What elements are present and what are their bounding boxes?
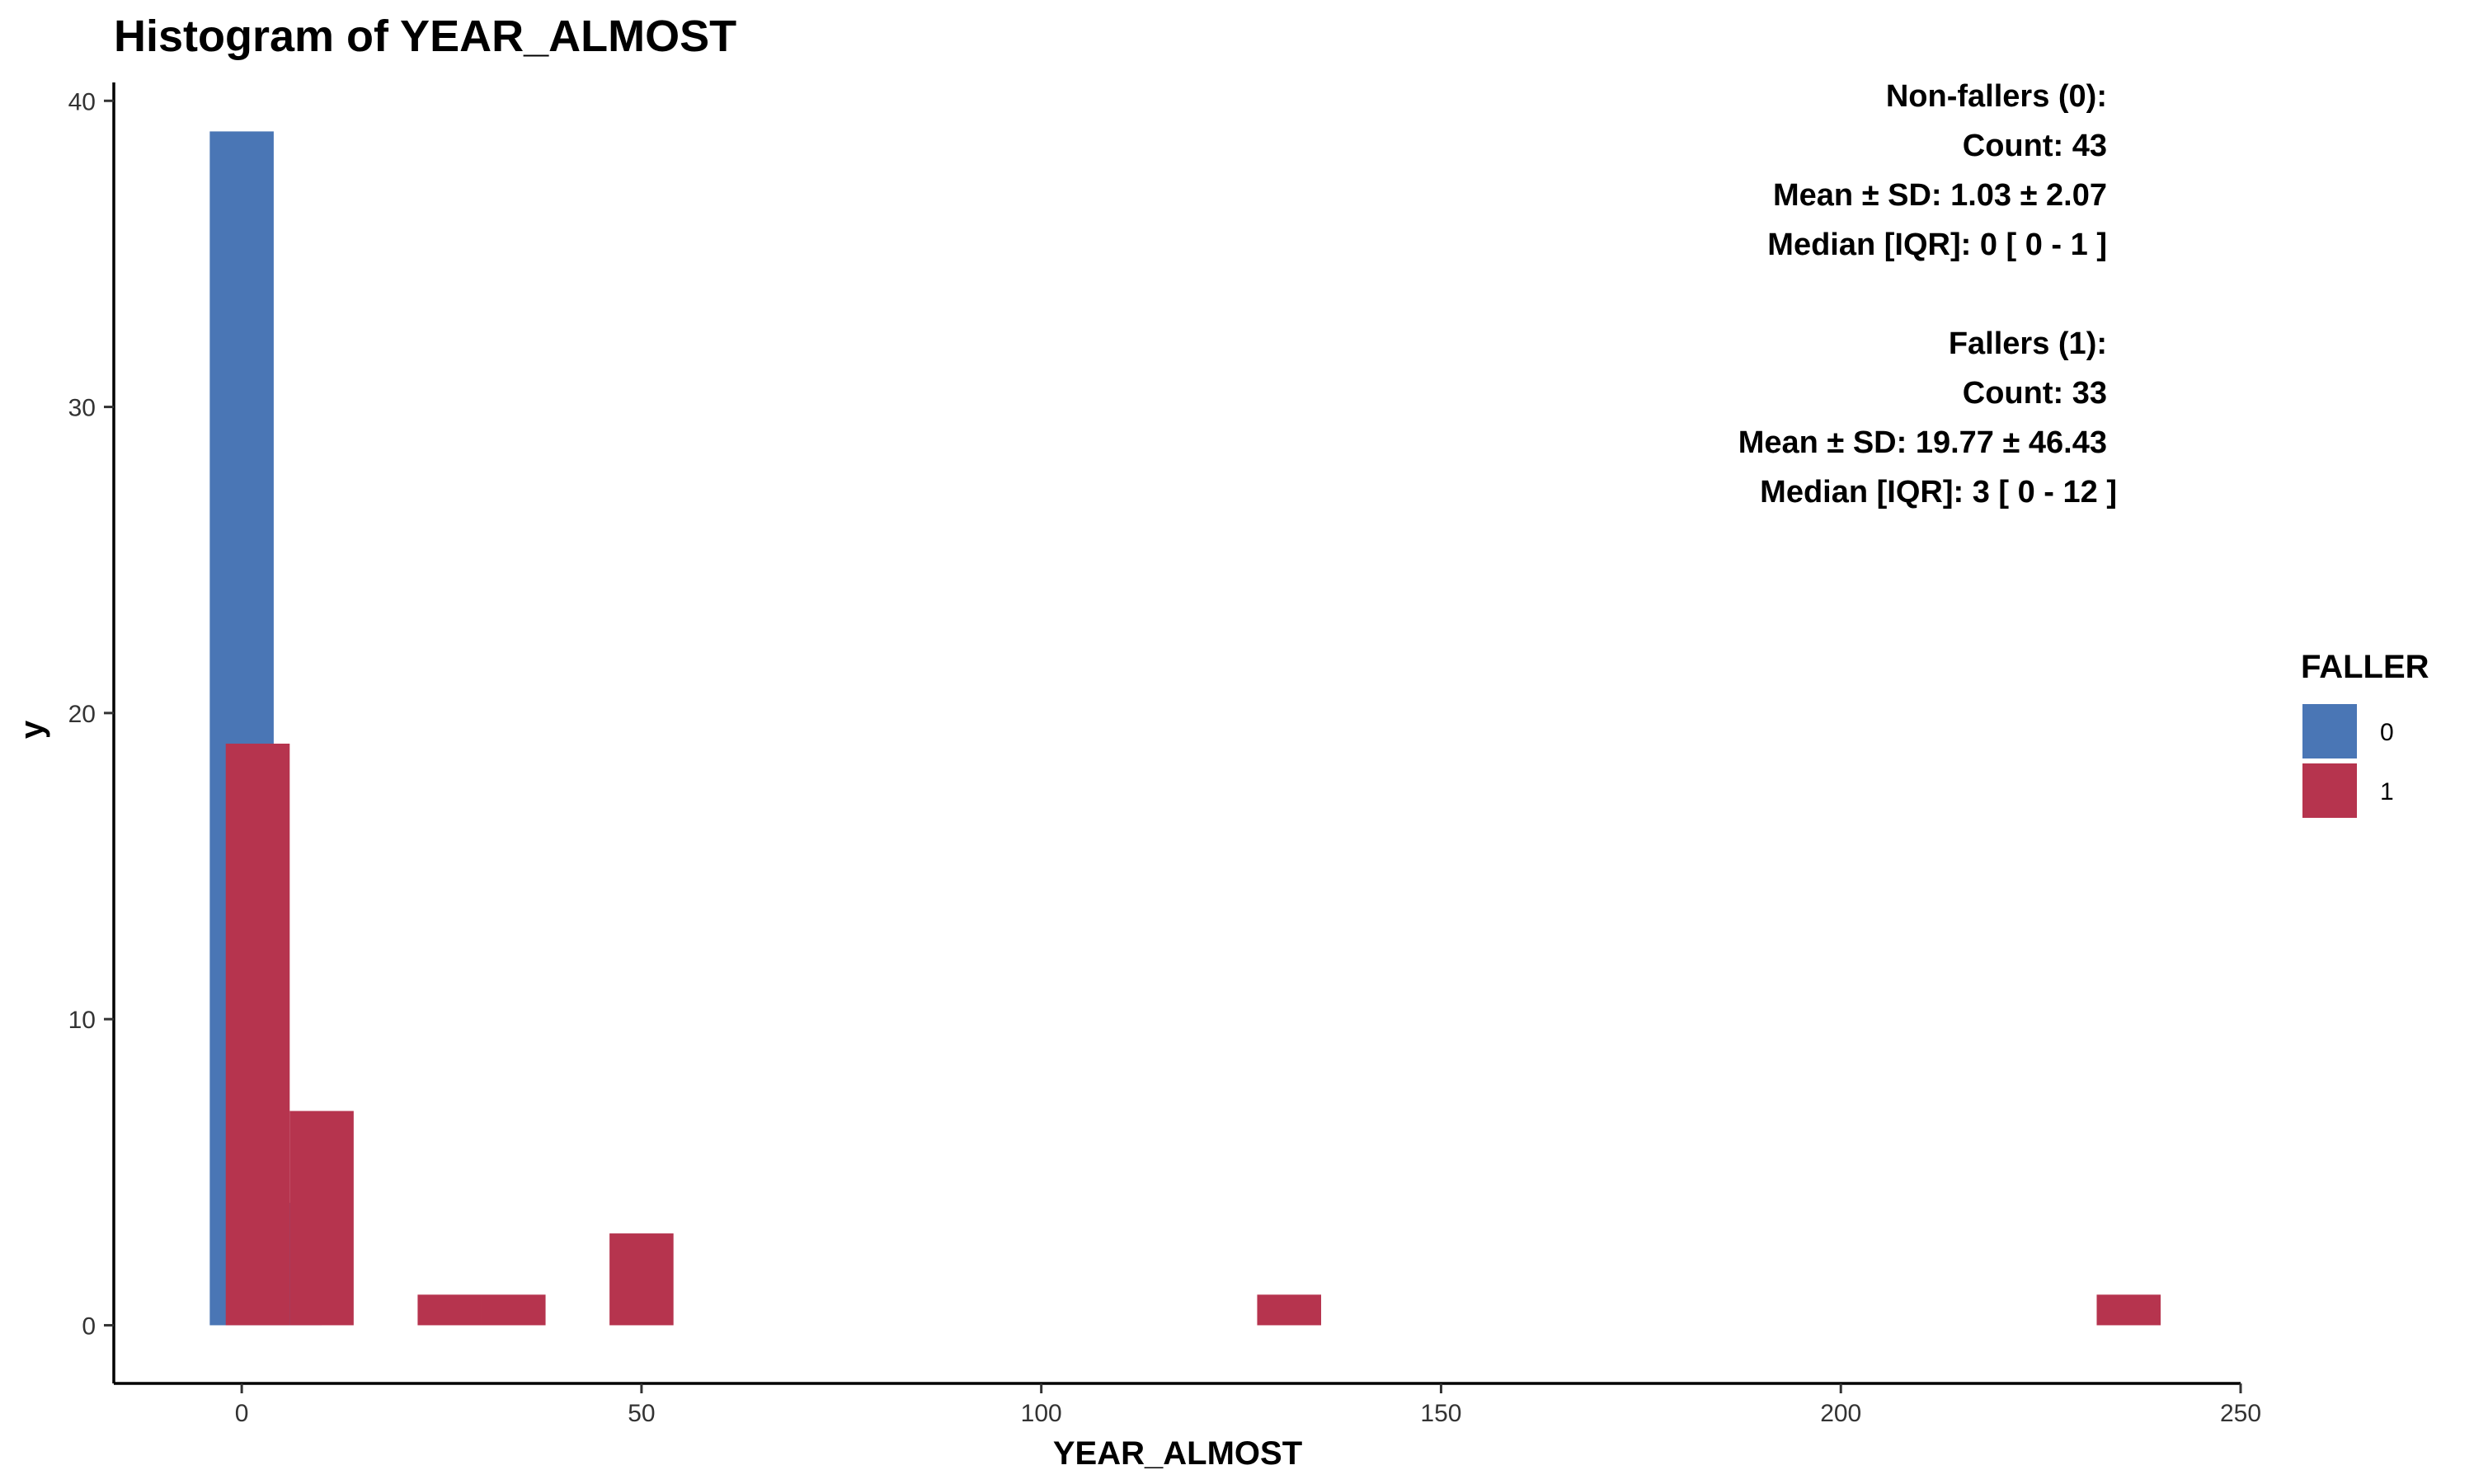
y-axis-title: y [14,720,50,739]
annotation-line: Mean ± SD: 19.77 ± 46.43 [1738,425,2107,460]
x-tick-label: 0 [235,1400,249,1427]
annotation-line: Non-fallers (0): [1886,79,2107,114]
x-tick-label: 100 [1021,1400,1062,1427]
annotation-line: Median [IQR]: 0 [ 0 - 1 ] [1767,228,2107,262]
x-tick-label: 200 [1820,1400,1861,1427]
bar-faller-1-1 [289,1111,354,1326]
summary-annotation: Non-fallers (0): Count: 43 Mean ± SD: 1.03… [1738,79,2117,510]
x-axis-title: YEAR_ALMOST [1053,1435,1302,1472]
chart-title: Histogram of YEAR_ALMOST [114,12,736,61]
legend-key-1 [2302,763,2357,818]
legend-label-0: 0 [2380,719,2394,746]
bar-faller-1-5 [1257,1294,1322,1326]
bar-faller-1-2 [417,1294,482,1326]
legend-title: FALLER [2301,649,2429,685]
y-tick-label: 20 [68,701,96,728]
bar-faller-1-3 [481,1294,546,1326]
legend-label-1: 1 [2380,778,2394,805]
bar-faller-1-4 [609,1233,674,1326]
y-tick-label: 40 [68,88,96,115]
x-tick-label: 150 [1420,1400,1461,1427]
bar-faller-1-0 [225,743,290,1326]
annotation-line: Count: 33 [1963,376,2107,411]
bars-layer [209,131,2161,1326]
y-tick-label: 30 [68,395,96,422]
bar-faller-1-6 [2096,1294,2161,1326]
legend: FALLER 0 1 [2301,649,2429,818]
annotation-line: Fallers (1): [1949,326,2107,361]
annotation-line: Median [IQR]: 3 [ 0 - 12 ] [1760,475,2117,510]
x-tick-label: 250 [2220,1400,2261,1427]
y-axis-ticks: 0 10 20 30 40 [68,88,114,1340]
y-tick-label: 10 [68,1007,96,1034]
y-tick-label: 0 [82,1313,96,1340]
legend-key-0 [2302,704,2357,758]
annotation-line: Count: 43 [1963,129,2107,163]
x-tick-label: 50 [628,1400,655,1427]
annotation-line: Mean ± SD: 1.03 ± 2.07 [1773,178,2107,213]
x-axis-ticks: 0 50 100 150 200 250 [235,1383,2261,1427]
